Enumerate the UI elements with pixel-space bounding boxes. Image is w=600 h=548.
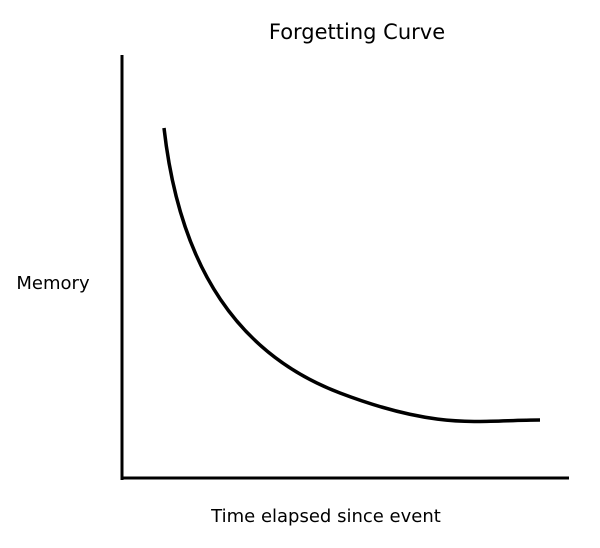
chart-title: Forgetting Curve (269, 20, 445, 44)
curve (162, 127, 541, 424)
x-axis-label: Time elapsed since event (210, 506, 441, 527)
y-axis-label: Memory (16, 273, 90, 294)
